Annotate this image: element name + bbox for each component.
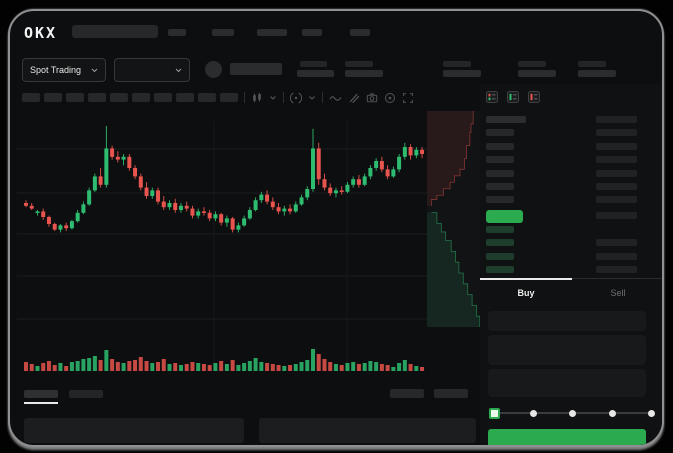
bid-row[interactable] [486,237,637,250]
tab-sell[interactable]: Sell [610,288,626,298]
drawing-tools-icon[interactable] [348,92,360,104]
ask-row[interactable] [486,127,637,140]
stat-label-placeholder [518,61,546,67]
coin-icon [205,61,222,78]
chevron-down-icon [91,68,98,72]
timeframe-button[interactable] [176,93,194,102]
orders-table-placeholder [24,418,244,443]
stat-value-placeholder [345,70,383,77]
order-type-field[interactable] [488,311,646,331]
slider-stop[interactable] [569,409,576,417]
orders-tab-underline [24,402,58,404]
nav-item-placeholder[interactable] [257,29,287,36]
line-tool-icon[interactable] [329,92,342,104]
nav-item-placeholder[interactable] [212,29,234,36]
ask-row[interactable] [486,168,637,181]
nav-item-placeholder[interactable] [350,29,370,36]
ask-row[interactable] [486,141,637,154]
okx-logo: OKX [24,24,58,42]
orders-action-button[interactable] [434,389,468,398]
orders-table-placeholder [259,418,476,443]
order-book-view-toggles [486,91,540,103]
last-price-row[interactable] [486,208,637,224]
nav-item-placeholder[interactable] [168,29,186,36]
slider-stop[interactable] [648,409,655,417]
stat-value-placeholder [578,70,616,77]
nav-item-placeholder[interactable] [302,29,322,36]
trade-tabs: Buy Sell [480,278,662,307]
active-tab-indicator [480,278,572,280]
chevron-down-icon[interactable] [269,95,277,101]
ask-row[interactable] [486,194,637,207]
order-book-header[interactable] [486,114,637,127]
fullscreen-icon[interactable] [402,92,414,104]
ask-row[interactable] [486,154,637,167]
timeframe-button[interactable] [154,93,172,102]
orders-tab-active[interactable] [24,390,58,398]
market-type-dropdown[interactable]: Spot Trading [22,58,106,82]
bid-row[interactable] [486,251,637,264]
amount-field[interactable] [488,369,646,397]
stat-value-placeholder [443,70,481,77]
buy-submit-button[interactable] [488,429,646,445]
orders-action-button[interactable] [390,389,424,398]
price-field[interactable] [488,335,646,365]
ask-row[interactable] [486,181,637,194]
amount-slider[interactable] [489,407,656,419]
timeframe-button[interactable] [66,93,84,102]
bid-row[interactable] [486,264,637,277]
timeframe-button[interactable] [88,93,106,102]
trading-app-window: OKX Spot Trading [8,9,664,447]
stat-label-placeholder [578,61,606,67]
timeframe-button[interactable] [110,93,128,102]
stat-label-placeholder [345,61,373,67]
chart-type-icon[interactable] [251,92,263,104]
combined-book-icon[interactable] [486,91,498,103]
search-bar-placeholder[interactable] [72,25,158,38]
slider-stop[interactable] [608,409,616,417]
timeframe-button[interactable] [198,93,216,102]
tab-buy[interactable]: Buy [517,288,535,298]
bids-only-icon[interactable] [507,91,519,103]
timeframe-button[interactable] [22,93,40,102]
asks-only-icon[interactable] [528,91,540,103]
pair-name-placeholder [230,63,282,75]
bid-row[interactable] [486,224,637,237]
chevron-down-icon [175,68,182,72]
chart-tools [244,90,414,105]
indicators-icon[interactable] [290,92,302,104]
candlestick-chart[interactable] [17,111,427,379]
camera-icon[interactable] [366,92,378,104]
price-value-placeholder [297,70,334,77]
stat-value-placeholder [518,70,556,77]
slider-handle[interactable] [489,408,500,419]
timeframe-button[interactable] [220,93,238,102]
timeframe-button[interactable] [44,93,62,102]
price-label-placeholder [300,61,327,67]
chevron-down-icon[interactable] [308,95,316,101]
market-type-label: Spot Trading [30,65,82,75]
order-book [486,114,637,277]
target-icon[interactable] [384,92,396,104]
timeframe-button[interactable] [132,93,150,102]
slider-stop[interactable] [529,409,537,417]
timeframe-selector [22,93,238,102]
pair-selector-dropdown[interactable] [114,58,190,82]
depth-chart[interactable] [427,111,482,327]
orders-tab[interactable] [69,390,103,398]
stat-label-placeholder [443,61,471,67]
